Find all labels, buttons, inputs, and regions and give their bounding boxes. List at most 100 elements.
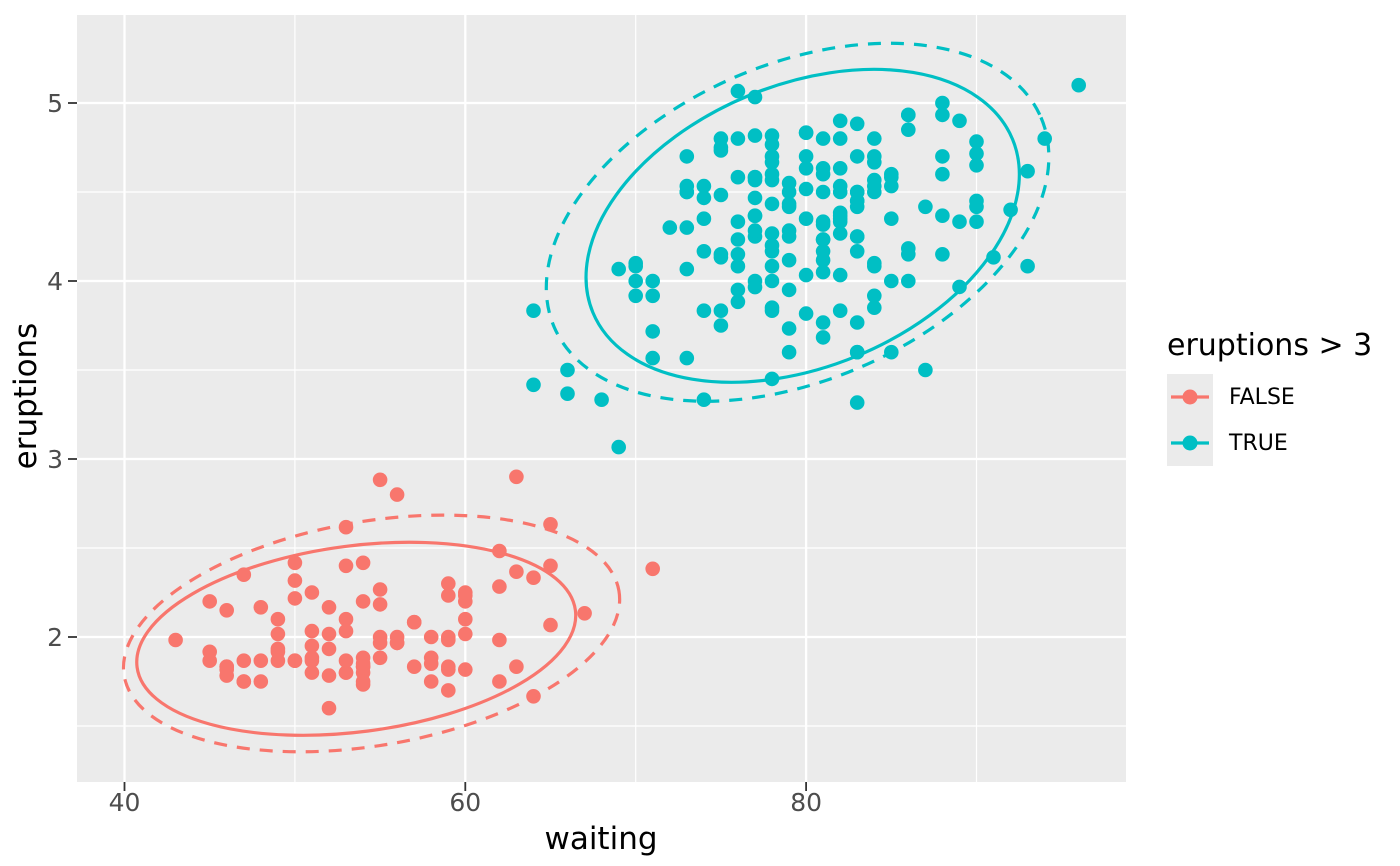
data-point: [645, 324, 660, 339]
data-point: [935, 107, 950, 123]
data-point: [815, 166, 831, 182]
data-point: [338, 653, 354, 668]
data-point: [935, 208, 950, 223]
data-point: [969, 214, 984, 229]
data-point: [338, 623, 354, 639]
data-point: [952, 214, 967, 229]
data-point: [321, 668, 337, 683]
data-point: [304, 665, 320, 680]
data-point: [815, 252, 831, 268]
data-point: [781, 321, 797, 336]
data-point: [764, 137, 780, 152]
data-point: [798, 181, 814, 197]
data-point: [526, 570, 541, 585]
data-point: [458, 611, 473, 627]
data-point: [372, 597, 388, 612]
data-point: [270, 653, 286, 668]
data-point: [696, 392, 712, 408]
data-point: [849, 229, 865, 244]
data-point: [781, 175, 797, 191]
data-point: [969, 134, 984, 149]
data-point: [611, 261, 626, 277]
data-point: [781, 223, 797, 238]
data-point: [304, 585, 320, 600]
data-point: [253, 600, 269, 615]
data-point: [781, 199, 797, 215]
data-point: [849, 315, 865, 330]
data-point: [679, 220, 695, 235]
data-point: [202, 653, 217, 668]
data-point: [730, 214, 746, 229]
data-point: [338, 665, 354, 680]
data-point: [901, 241, 916, 256]
data-point: [867, 178, 882, 194]
data-point: [219, 603, 234, 618]
data-point: [918, 362, 933, 378]
data-point: [321, 641, 337, 657]
data-point: [219, 662, 234, 677]
data-point: [679, 261, 695, 277]
data-point: [509, 469, 524, 485]
data-point: [423, 656, 439, 671]
data-point: [526, 377, 541, 393]
data-point: [730, 232, 746, 247]
data-point: [441, 662, 456, 677]
data-point: [798, 211, 814, 226]
data-point: [798, 306, 814, 321]
data-point: [1037, 131, 1052, 146]
legend-title: eruptions > 3: [1167, 328, 1373, 363]
data-point: [338, 611, 354, 627]
data-point: [832, 131, 848, 146]
data-point: [628, 258, 643, 274]
data-point: [952, 113, 967, 129]
data-point: [338, 558, 354, 574]
data-point: [526, 303, 541, 319]
data-point: [696, 303, 712, 319]
data-point: [1071, 77, 1086, 93]
data-point: [781, 282, 797, 298]
data-point: [764, 244, 780, 259]
data-point: [645, 561, 660, 577]
data-point: [492, 632, 507, 648]
data-point: [935, 247, 950, 262]
ellipse-false-dashed: [121, 513, 622, 754]
data-point: [798, 125, 814, 140]
data-point: [355, 656, 371, 671]
y-tick-label: 5: [47, 89, 63, 118]
data-point: [952, 279, 967, 295]
y-axis-title: eruptions: [8, 323, 44, 470]
data-point: [168, 632, 183, 648]
data-point: [458, 585, 473, 600]
data-point: [832, 178, 848, 194]
data-point: [696, 190, 712, 206]
data-points: [168, 77, 1086, 716]
data-point: [441, 576, 456, 591]
data-point: [730, 169, 746, 185]
data-point: [304, 623, 320, 639]
data-point: [798, 267, 814, 283]
data-point: [867, 300, 882, 316]
data-point: [679, 149, 695, 164]
data-point: [849, 149, 865, 164]
data-point: [747, 223, 763, 238]
data-point: [747, 190, 763, 206]
data-point: [849, 193, 865, 209]
data-point: [884, 211, 899, 226]
data-point: [815, 232, 831, 247]
data-point: [509, 564, 524, 579]
data-point: [815, 264, 831, 280]
data-point: [270, 641, 286, 657]
data-point: [202, 594, 217, 609]
data-point: [713, 187, 729, 203]
legend-entry-false: FALSE: [1167, 374, 1372, 420]
data-point: [253, 653, 269, 668]
data-point: [747, 279, 763, 295]
data-point: [270, 626, 286, 642]
data-point: [577, 606, 592, 621]
data-point: [781, 252, 797, 268]
data-point: [696, 178, 712, 194]
data-point: [832, 208, 848, 223]
data-point: [389, 629, 405, 645]
data-point: [372, 629, 388, 645]
